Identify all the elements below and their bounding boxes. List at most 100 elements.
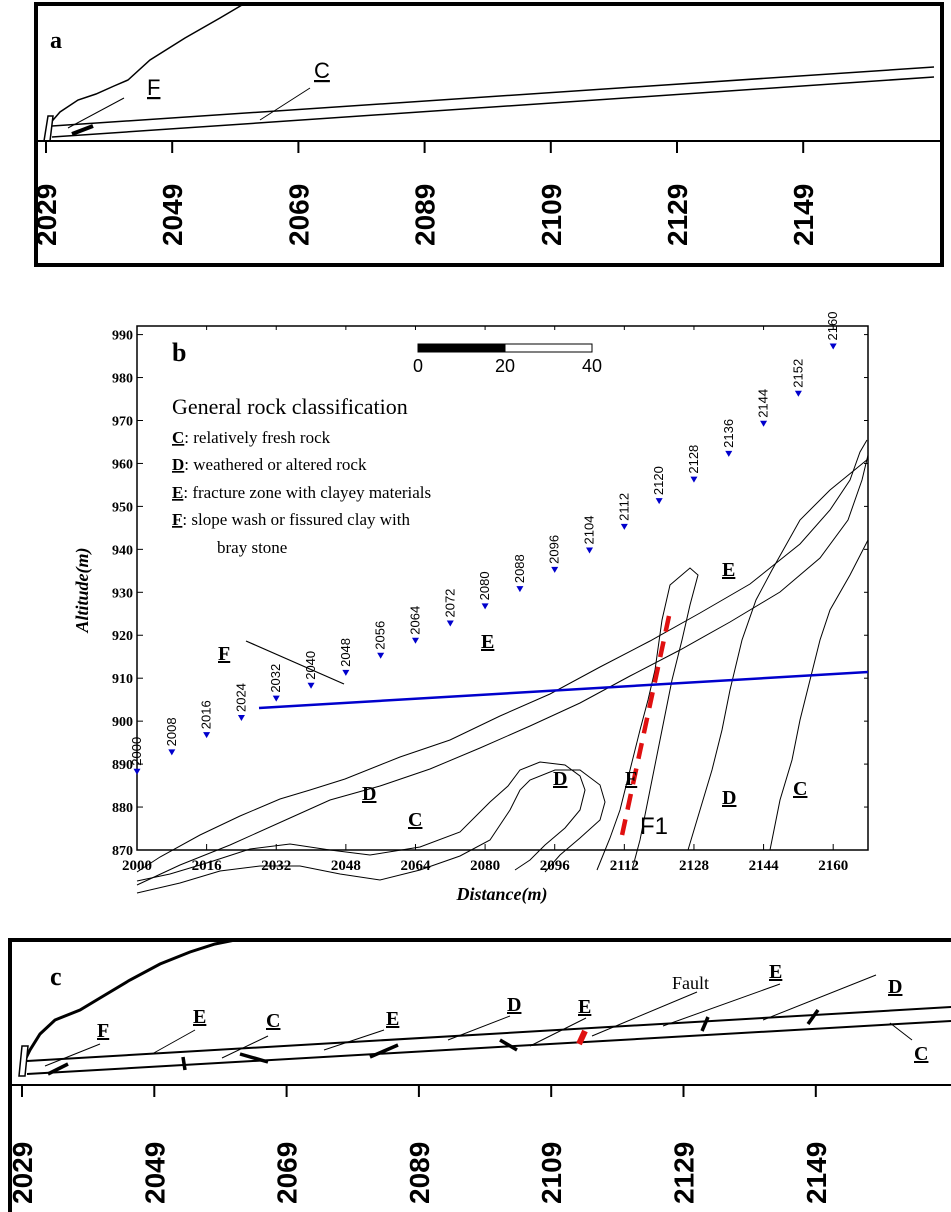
y-tick-label: 990 [112,329,133,344]
y-tick-label: 970 [112,414,133,429]
slope-surface [46,4,243,128]
ground-surface-upper [136,439,868,873]
label-e-3: E [578,996,591,1018]
zone-boundary-mark [71,124,94,136]
y-axis-label: Altitude(m) [72,548,93,634]
leader-f [44,1043,101,1067]
station-marker [446,620,454,627]
y-tick-label: 960 [112,457,133,472]
legend: General rock classification C: relativel… [172,394,431,557]
label-c: C [314,58,330,83]
label-e-4: E [769,961,782,983]
boundary-tick [181,1056,187,1071]
borehole-top-line [26,1006,951,1062]
slope-surface [22,938,236,1063]
station-label: 2048 [338,638,353,667]
panel-a-tick-label: 2049 [157,184,188,246]
zone-label-d-left: D [362,783,376,805]
panel-c: c F E C E D E E D C [7,938,951,1212]
panel-a-tick-label: 2069 [283,184,314,246]
scale-bar-white [504,343,593,353]
fault-f1 [618,615,672,841]
station-label: 2040 [303,651,318,680]
zone-label-f-fault: F [625,768,637,790]
station-label: 2136 [721,419,736,448]
x-tick-label: 2112 [610,858,639,874]
station-marker [794,390,802,397]
y-tick-label: 870 [112,844,133,859]
panel-a-ticks: 2029 2049 2069 2089 2109 2129 2149 [31,141,819,246]
borehole-bottom-line [26,1020,951,1075]
x-tick-label: 2048 [331,858,361,874]
leader-c [259,87,311,121]
fault-text: Fault [672,973,709,993]
y-tick-label: 930 [112,586,133,601]
leader-d-2 [762,974,877,1021]
label-f: F [147,75,160,100]
legend-item-e: E: fracture zone with clayey materials [172,483,431,502]
station-marker [342,669,350,676]
station-label: 2104 [582,516,597,545]
panel-a-tick-label: 2129 [662,184,693,246]
station-label: 2080 [477,571,492,600]
leader-c [221,1035,269,1059]
panel-a-tick-label: 2149 [788,184,819,246]
leader-e-1 [151,1029,196,1055]
panel-c-ticks: 2029 2049 2069 2089 2109 2129 2149 [7,1085,832,1204]
panel-c-label: c [50,962,62,991]
leader-fault [591,991,698,1037]
x-tick-label: 2128 [679,858,709,874]
label-d-2: D [888,976,902,998]
boundary-tick [369,1043,399,1059]
station-marker [690,476,698,483]
boundary-tick [700,1016,710,1032]
station-label: 2112 [616,493,631,521]
zone-label-d-right: D [722,787,736,809]
legend-item-f: F: slope wash or fissured clay with [172,510,410,529]
fault-mark [576,1029,588,1046]
station-marker [272,695,280,702]
contact-c-right [769,539,869,851]
scale-20: 20 [495,356,515,376]
station-label: 2144 [756,389,771,418]
x-tick-label: 2000 [122,858,152,874]
panel-a-label: a [50,28,62,54]
y-tick-label: 980 [112,372,133,387]
station-marker [586,547,594,554]
zone-label-f-upper: F [218,643,230,665]
panel-c-tick-label: 2069 [272,1142,303,1204]
boundary-tick [499,1038,518,1052]
label-c-1: C [266,1010,280,1032]
station-label: 2032 [268,664,283,693]
y-axis: 990 980 970 960 950 940 930 920 910 900 890 880 870 [112,329,868,859]
x-tick-label: 2160 [818,858,848,874]
x-axis-label: Distance(m) [456,884,548,905]
panel-c-tick-label: 2029 [7,1142,38,1204]
leader-e-3 [529,1017,587,1047]
panel-a: a F C 2029 2049 2069 2089 2109 2129 2149 [31,2,944,267]
station-label: 2096 [547,535,562,564]
station-marker [481,603,489,610]
station-marker [551,566,559,573]
station-marker [377,652,385,659]
panel-a-tick-label: 2089 [410,184,441,246]
station-marker [620,523,628,530]
borehole-section-line [258,670,869,710]
station-marker [725,450,733,457]
leader-f [245,640,345,685]
scale-bar: 0 20 40 [413,343,602,376]
contact-c-upper [136,769,606,894]
station-marker [655,498,663,505]
zone-label-c-left: C [408,809,422,831]
boundary-tick [239,1052,269,1064]
legend-item-c: C: relatively fresh rock [172,428,331,447]
panel-b: 990980970960950940930920910900890880870 … [72,312,869,905]
y-tick-label: 890 [112,758,133,773]
scale-0: 0 [413,356,423,376]
leader-e-4 [662,983,781,1027]
boundary-tick [47,1062,69,1076]
station-label: 2120 [651,466,666,495]
station-marker [168,749,176,756]
